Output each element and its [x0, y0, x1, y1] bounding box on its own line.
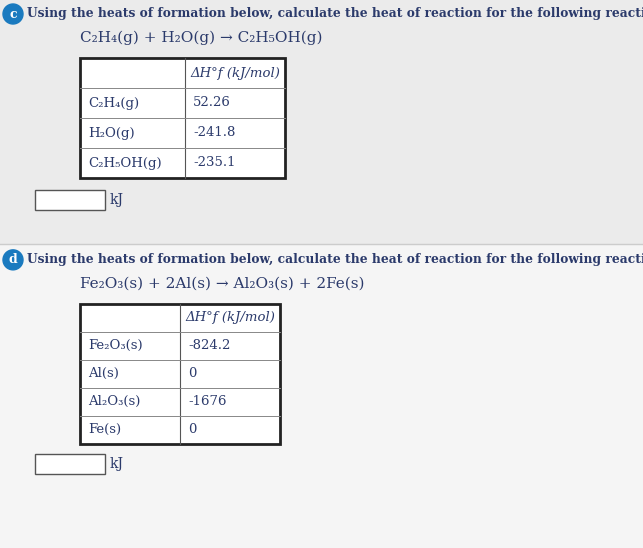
Text: Al(s): Al(s) [88, 367, 119, 380]
Text: 0: 0 [188, 367, 196, 380]
Text: C₂H₄(g): C₂H₄(g) [88, 96, 139, 110]
Text: d: d [8, 253, 17, 266]
Text: Al₂O₃(s): Al₂O₃(s) [88, 395, 140, 408]
Text: Fe(s): Fe(s) [88, 424, 121, 436]
Circle shape [3, 250, 23, 270]
Text: ΔH°f (kJ/mol): ΔH°f (kJ/mol) [190, 66, 280, 79]
Text: Fe₂O₃(s): Fe₂O₃(s) [88, 339, 143, 352]
Bar [35, 454, 105, 474]
Bar [80, 304, 280, 444]
Text: -235.1: -235.1 [193, 157, 235, 169]
Bar [0, 0, 643, 244]
Text: -1676: -1676 [188, 395, 226, 408]
Text: ΔH°f (kJ/mol): ΔH°f (kJ/mol) [185, 311, 275, 324]
Text: Using the heats of formation below, calculate the heat of reaction for the follo: Using the heats of formation below, calc… [27, 253, 643, 266]
Text: -824.2: -824.2 [188, 339, 230, 352]
Bar [35, 190, 105, 210]
Text: 52.26: 52.26 [193, 96, 231, 110]
Text: 0: 0 [188, 424, 196, 436]
Bar [80, 58, 285, 178]
Text: Using the heats of formation below, calculate the heat of reaction for the follo: Using the heats of formation below, calc… [27, 8, 643, 20]
Text: kJ: kJ [110, 193, 124, 207]
Text: Fe₂O₃(s) + 2Al(s) → Al₂O₃(s) + 2Fe(s): Fe₂O₃(s) + 2Al(s) → Al₂O₃(s) + 2Fe(s) [80, 277, 365, 291]
Text: -241.8: -241.8 [193, 127, 235, 140]
Text: C₂H₅OH(g): C₂H₅OH(g) [88, 157, 161, 169]
Text: kJ: kJ [110, 457, 124, 471]
Text: c: c [9, 8, 17, 20]
Circle shape [3, 4, 23, 24]
Text: H₂O(g): H₂O(g) [88, 127, 134, 140]
Text: C₂H₄(g) + H₂O(g) → C₂H₅OH(g): C₂H₄(g) + H₂O(g) → C₂H₅OH(g) [80, 31, 323, 45]
Bar [0, 244, 643, 548]
